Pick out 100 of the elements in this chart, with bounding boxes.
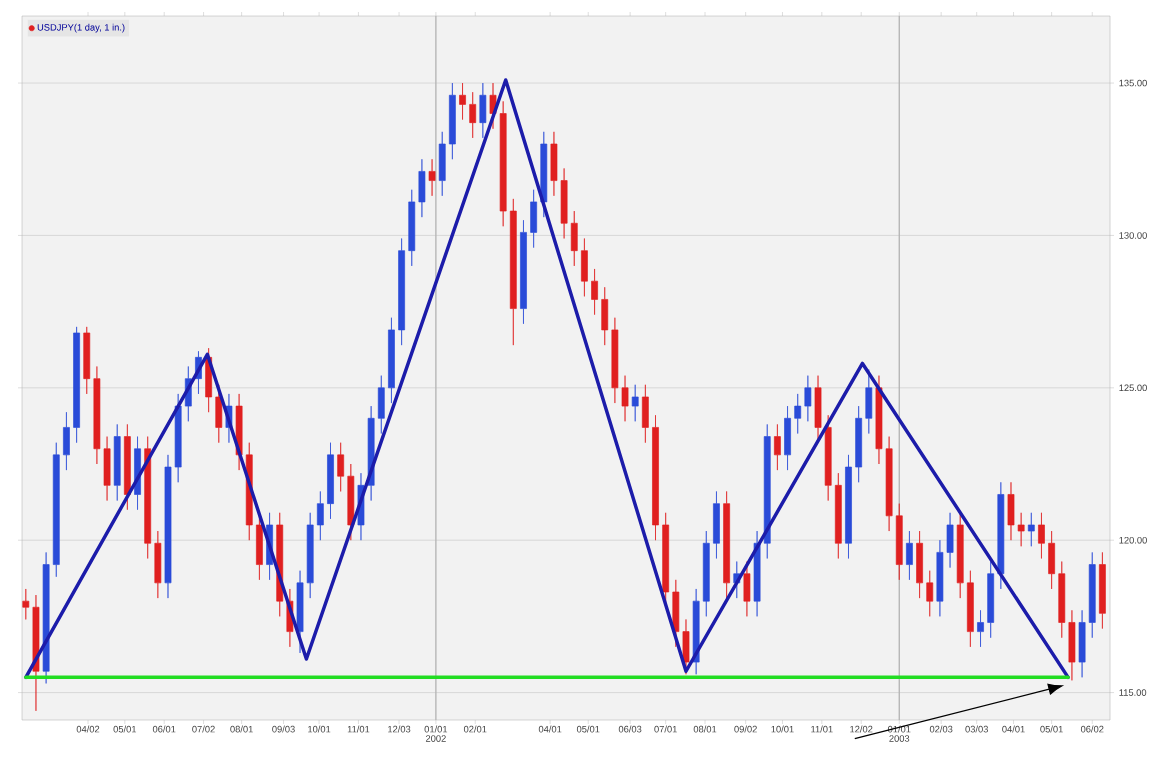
candlestick (966, 570, 974, 648)
candlestick (601, 286, 609, 346)
candlestick (388, 317, 395, 404)
candlestick (1048, 530, 1055, 590)
candlestick (794, 393, 802, 434)
candlestick (530, 189, 538, 248)
x-tick-label: 07/01 (654, 725, 677, 733)
candlestick (1099, 552, 1106, 629)
candlestick (834, 472, 842, 559)
candlestick (682, 619, 690, 675)
candlestick (702, 530, 710, 617)
candlestick (469, 91, 477, 139)
candlestick (916, 530, 923, 599)
candlestick (824, 414, 832, 501)
candlestick (885, 436, 893, 532)
candlestick (723, 491, 730, 599)
candlestick (103, 436, 111, 501)
x-tick-label: 04/02 (76, 725, 100, 733)
candlestick (52, 442, 60, 578)
candlestick (946, 512, 954, 568)
candlestick (499, 101, 507, 227)
y-tick-label: 120.00 (1119, 536, 1147, 544)
candlestick (449, 82, 456, 160)
candlestick (73, 326, 80, 444)
candlestick (753, 530, 761, 617)
candlestick (1038, 512, 1045, 559)
candlestick (316, 491, 324, 541)
candlestick (408, 189, 416, 267)
candlestick (42, 552, 50, 684)
candlestick (296, 570, 304, 654)
candlestick (774, 424, 781, 471)
x-tick-label: 10/01 (308, 725, 331, 733)
candlestick (1007, 481, 1015, 541)
candlestick (611, 317, 619, 404)
candlestick (1088, 552, 1096, 639)
candlestick (713, 491, 720, 559)
candlestick (174, 393, 182, 483)
x-tick-label: 01/01 2002 (424, 725, 448, 742)
x-tick-label: 02/03 (929, 725, 953, 733)
candlestick (652, 414, 659, 541)
candlestick (306, 512, 314, 599)
candlestick (93, 366, 101, 465)
x-tick-label: 09/03 (272, 725, 295, 733)
x-tick-label: 05/01 (113, 725, 137, 733)
candlestick (875, 375, 883, 465)
candlestick (1027, 512, 1035, 547)
candlestick (763, 424, 771, 559)
legend-label: USDJPY(1 day, 1 in.) (37, 23, 125, 33)
x-tick-label: 11/01 (811, 725, 833, 733)
y-tick-label: 125.00 (1119, 384, 1147, 392)
x-tick-label: 02/01 (463, 725, 487, 733)
x-tick-label: 08/01 (693, 725, 717, 733)
candlestick (347, 463, 355, 541)
candlestick (1078, 609, 1086, 678)
x-tick-label: 11/01 (347, 725, 370, 733)
candlestick (22, 588, 30, 620)
candlestick (855, 405, 863, 483)
candlestick (113, 424, 121, 501)
candlestick (479, 82, 487, 139)
y-tick-label: 115.00 (1119, 689, 1147, 696)
candlestick (144, 436, 152, 559)
candlestick (641, 384, 649, 444)
candlestick (926, 570, 934, 617)
x-tick-label: 06/01 (152, 725, 176, 733)
candlestick (895, 503, 903, 581)
candlestick (936, 539, 944, 617)
candlestick (845, 454, 852, 559)
candlestick (83, 326, 91, 395)
candlestick (520, 219, 527, 325)
candlestick (560, 168, 568, 239)
candlestick (804, 375, 812, 422)
candlestick (123, 424, 131, 511)
candlestick (550, 131, 558, 197)
candlestick (591, 268, 598, 316)
candlestick (621, 375, 629, 422)
x-tick-label: 04/01 (538, 725, 562, 733)
x-tick-label: 07/02 (192, 725, 215, 733)
x-tick-label: 04/01 (1002, 725, 1025, 733)
candlestick (906, 530, 913, 581)
candlestick (63, 411, 70, 471)
candlestick (977, 609, 984, 648)
candlestick (509, 198, 517, 346)
candlestick (438, 131, 446, 197)
x-tick-label: 06/03 (618, 725, 642, 733)
x-tick-label: 08/01 (230, 725, 253, 733)
x-tick-label: 05/01 (576, 725, 600, 733)
candlestick (987, 561, 995, 639)
candlestick (581, 238, 588, 297)
x-tick-label: 12/02 (850, 725, 873, 733)
x-tick-label: 05/01 (1040, 725, 1063, 733)
candlestick (418, 158, 426, 218)
candlestick (337, 442, 345, 492)
x-tick-label: 10/01 (771, 725, 794, 733)
x-tick-label: 12/03 (388, 725, 411, 733)
candlestick (327, 442, 334, 520)
candlestick (428, 158, 436, 197)
candlestick (631, 384, 639, 422)
candlestick (1058, 561, 1066, 639)
candlestick (784, 405, 791, 471)
y-tick-label: 130.00 (1119, 232, 1147, 239)
